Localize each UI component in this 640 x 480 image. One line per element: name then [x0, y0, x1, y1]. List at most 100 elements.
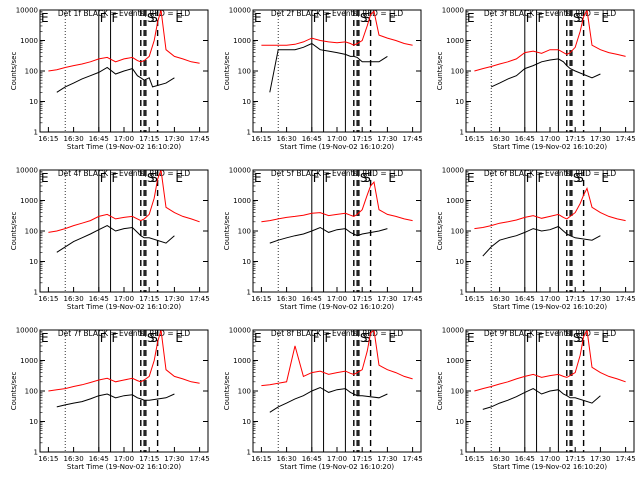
marker-letter: S: [360, 171, 368, 185]
series-events-line: [269, 42, 388, 93]
y-tick-label: 10: [455, 98, 464, 106]
x-tick-label: 16:30: [64, 135, 84, 143]
marker-letter: E: [467, 171, 475, 185]
chart-title: Det 5f BLACK = Events, RED = LLD: [271, 169, 404, 178]
marker-letter: E: [41, 171, 49, 185]
marker-letter: F: [325, 11, 332, 25]
y-tick-label: 1: [460, 129, 464, 137]
x-tick-label: 17:15: [352, 135, 372, 143]
x-tick-label: 17:45: [403, 295, 423, 303]
marker-letter: S: [360, 331, 368, 345]
marker-letter: E: [175, 171, 183, 185]
marker-letter: F: [526, 171, 533, 185]
x-tick-label: 17:30: [164, 455, 184, 463]
chart-title: Det 3f BLACK = Events, RED = LLD: [484, 9, 617, 18]
series-lld-line: [261, 181, 413, 223]
marker-letter: S: [573, 171, 581, 185]
y-tick-label: 10000: [16, 7, 38, 15]
y-tick-label: 10: [29, 98, 38, 106]
y-tick-label: 1: [34, 129, 38, 137]
y-tick-label: 100: [25, 388, 38, 396]
marker-letter: F: [325, 331, 332, 345]
marker-letter: E: [467, 331, 475, 345]
x-tick-label: 16:45: [515, 455, 535, 463]
x-tick-label: 17:45: [190, 455, 210, 463]
marker-letter: E: [175, 11, 183, 25]
y-tick-label: 10: [455, 258, 464, 266]
y-tick-label: 1000: [233, 37, 251, 45]
x-tick-label: 17:45: [616, 455, 636, 463]
y-axis-label: Counts/sec: [10, 372, 18, 411]
x-tick-label: 17:00: [327, 295, 347, 303]
series-lld-line: [48, 170, 200, 233]
y-axis-label: Counts/sec: [436, 212, 444, 251]
y-tick-label: 100: [238, 388, 251, 396]
y-tick-label: 1: [247, 129, 251, 137]
x-tick-label: 17:30: [590, 295, 610, 303]
y-tick-label: 10: [242, 418, 251, 426]
series-lld-line: [474, 330, 626, 392]
y-tick-label: 1000: [233, 357, 251, 365]
x-tick-label: 17:15: [352, 455, 372, 463]
x-tick-label: 16:45: [515, 295, 535, 303]
x-tick-label: 16:15: [251, 295, 271, 303]
y-tick-label: 1: [460, 289, 464, 297]
y-tick-label: 100: [25, 68, 38, 76]
x-tick-label: 17:45: [616, 135, 636, 143]
y-axis-label: Counts/sec: [223, 212, 231, 251]
marker-letter: F: [100, 171, 107, 185]
marker-letter: S: [150, 331, 158, 345]
x-tick-label: 16:30: [277, 455, 297, 463]
chart-title: Det 8f BLACK = Events, RED = LLD: [271, 329, 404, 338]
y-tick-label: 10000: [442, 167, 464, 175]
x-tick-label: 16:15: [464, 455, 484, 463]
x-tick-label: 17:15: [565, 455, 585, 463]
x-axis-label: Start Time (19-Nov-02 16:10:20): [67, 463, 181, 471]
marker-letter: F: [313, 11, 320, 25]
y-tick-label: 10: [455, 418, 464, 426]
marker-letter: E: [467, 11, 475, 25]
y-tick-label: 1000: [233, 197, 251, 205]
marker-letter: S: [576, 171, 584, 185]
series-events-line: [490, 58, 601, 88]
y-tick-label: 1000: [446, 357, 464, 365]
y-tick-label: 10000: [229, 7, 251, 15]
y-tick-label: 100: [451, 68, 464, 76]
x-axis-label: Start Time (19-Nov-02 16:10:20): [493, 463, 607, 471]
marker-letter: S: [363, 171, 371, 185]
series-events-line: [482, 388, 601, 410]
x-tick-label: 17:15: [139, 295, 159, 303]
y-axis-label: Counts/sec: [223, 52, 231, 91]
x-tick-label: 17:15: [352, 295, 372, 303]
marker-letter: S: [576, 11, 584, 25]
x-tick-label: 17:00: [114, 295, 134, 303]
x-tick-label: 17:00: [114, 135, 134, 143]
marker-letter: E: [601, 11, 609, 25]
marker-letter: E: [41, 11, 49, 25]
x-tick-label: 17:00: [327, 455, 347, 463]
y-tick-label: 10: [242, 98, 251, 106]
y-tick-label: 100: [451, 228, 464, 236]
y-tick-label: 10: [242, 258, 251, 266]
x-tick-label: 17:30: [164, 135, 184, 143]
x-tick-label: 16:15: [251, 135, 271, 143]
series-lld-line: [474, 10, 626, 72]
x-tick-label: 17:15: [139, 135, 159, 143]
series-lld-line: [261, 10, 413, 46]
marker-letter: S: [363, 331, 371, 345]
x-axis-label: Start Time (19-Nov-02 16:10:20): [493, 303, 607, 311]
series-events-line: [56, 66, 175, 93]
marker-letter: S: [147, 11, 155, 25]
marker-letter: F: [538, 331, 545, 345]
x-tick-label: 17:00: [540, 455, 560, 463]
marker-letter: F: [313, 171, 320, 185]
x-tick-label: 16:15: [38, 135, 58, 143]
y-tick-label: 1000: [20, 197, 38, 205]
x-axis-label: Start Time (19-Nov-02 16:10:20): [280, 143, 394, 151]
x-tick-label: 16:45: [89, 455, 109, 463]
x-tick-label: 17:30: [590, 455, 610, 463]
